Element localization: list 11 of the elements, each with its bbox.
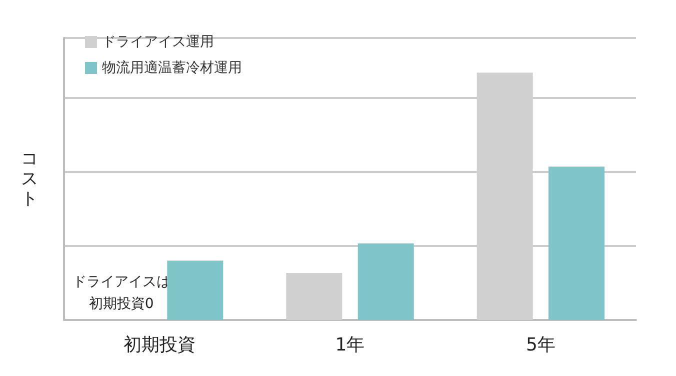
legend-label: 物流用適温蓄冷材運用 xyxy=(102,60,242,76)
x-tick-label: 初期投資 xyxy=(123,334,196,356)
bar xyxy=(358,243,414,320)
annotation: 初期投資0 xyxy=(88,296,154,312)
bar xyxy=(167,260,224,320)
bar xyxy=(548,166,605,320)
x-tick-label: 1年 xyxy=(335,334,365,356)
bar xyxy=(286,273,342,320)
x-tick-label: 5年 xyxy=(526,334,556,356)
legend-label: ドライアイス運用 xyxy=(102,34,214,50)
y-axis-title: コスト xyxy=(21,149,38,209)
